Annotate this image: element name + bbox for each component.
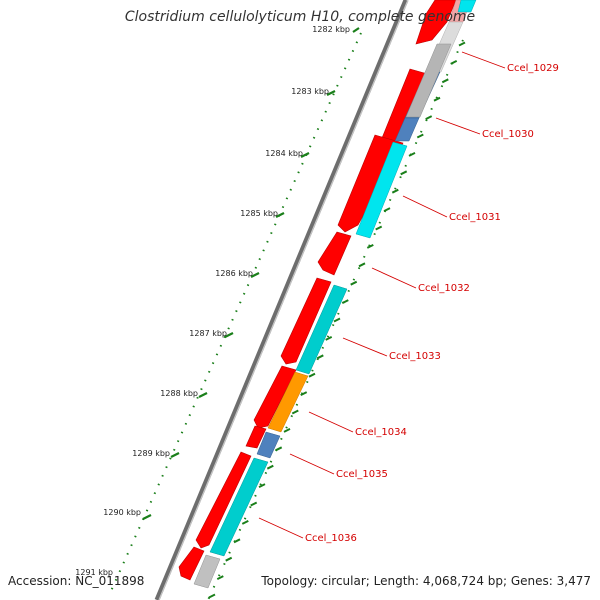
tick-label-1284: 1284 kbp <box>265 149 303 158</box>
cds-arrow-1034[interactable] <box>253 365 297 429</box>
genome-backbone-highlight <box>158 0 409 600</box>
cog-segment-1035-steelblue[interactable] <box>256 431 281 459</box>
tick-1285: 1285 kbp <box>240 209 285 218</box>
inner-tick-mark <box>208 593 216 599</box>
tick-1291: 1291 kbp <box>75 568 113 577</box>
inner-tick-mark <box>458 41 466 47</box>
tick-label-1282: 1282 kbp <box>312 25 350 34</box>
inner-tick-mark <box>275 446 283 452</box>
cds-forward-ring <box>178 0 457 581</box>
cds-arrow-1037[interactable] <box>178 546 205 581</box>
tick-label-1291: 1291 kbp <box>75 568 113 577</box>
tick-1286: 1286 kbp <box>215 269 260 278</box>
inner-tick-mark <box>441 78 449 84</box>
inner-tick-mark <box>291 409 299 415</box>
inner-tick-mark <box>350 280 358 286</box>
inner-tick-mark <box>425 115 433 120</box>
inner-tick-mark <box>358 262 366 268</box>
gene-labels: Ccel_1029 Ccel_1030 Ccel_1031 Ccel_1032 … <box>305 63 559 544</box>
inner-tick-mark <box>450 60 458 65</box>
inner-tick-mark <box>225 556 233 562</box>
tick-label-1286: 1286 kbp <box>215 269 253 278</box>
cog-segment-1030-steelblue-b[interactable] <box>394 117 420 142</box>
tick-label-1285: 1285 kbp <box>240 209 278 218</box>
tick-1283: 1283 kbp <box>291 87 336 96</box>
inner-tick-mark <box>416 133 424 139</box>
inner-tick-mark <box>383 207 391 212</box>
cds-arrow-1033[interactable] <box>280 277 332 365</box>
outer-dotted-ring <box>207 39 464 600</box>
genome-summary-text: Topology: circular; Length: 4,068,724 bp… <box>261 574 591 588</box>
inner-tick-mark <box>391 188 399 194</box>
genome-backbone <box>154 0 409 600</box>
cds-arrow-1032[interactable] <box>317 231 352 276</box>
inner-tick-mark <box>283 428 291 433</box>
gene-label-1031[interactable]: Ccel_1031 <box>449 212 501 223</box>
cog-segment-1029-cyan[interactable] <box>457 0 477 13</box>
inner-tick-mark <box>400 170 408 176</box>
gene-label-1030[interactable]: Ccel_1030 <box>482 129 534 140</box>
inner-tick-mark <box>408 152 416 157</box>
tick-label-1290: 1290 kbp <box>103 508 141 517</box>
inner-tick-mark <box>266 464 274 470</box>
cog-ring <box>193 0 477 589</box>
inner-tick-mark <box>366 244 374 249</box>
cog-segment-1033-teal[interactable] <box>295 284 348 375</box>
inner-tick-mark <box>375 225 383 231</box>
inner-tick-mark <box>250 501 258 507</box>
inner-tick-mark <box>258 483 266 488</box>
gene-label-1033[interactable]: Ccel_1033 <box>389 351 441 362</box>
inner-tick-mark <box>333 317 341 323</box>
tick-1282: 1282 kbp <box>312 25 360 34</box>
inner-tick-mark <box>316 354 324 360</box>
map-title: Clostridium cellulolyticum H10, complete… <box>124 9 476 25</box>
inner-tick-mark <box>241 520 249 525</box>
tick-1290: 1290 kbp <box>103 508 152 520</box>
inner-tick-mark <box>308 372 316 378</box>
inner-tick-mark <box>341 299 349 304</box>
gene-leader-lines <box>258 51 506 539</box>
gene-label-1029[interactable]: Ccel_1029 <box>507 63 559 74</box>
cds-arrow-1035[interactable] <box>245 425 267 449</box>
tick-1288: 1288 kbp <box>160 389 208 398</box>
inner-tick-mark <box>433 96 441 102</box>
gene-label-1034[interactable]: Ccel_1034 <box>355 427 407 438</box>
inner-tick-marks <box>208 41 466 599</box>
cog-segment-1031-cyan[interactable] <box>355 141 408 239</box>
tick-label-1287: 1287 kbp <box>189 329 227 338</box>
tick-1287: 1287 kbp <box>189 329 234 338</box>
cog-segment-1034-orange[interactable] <box>267 371 309 433</box>
inner-tick-mark <box>325 336 333 341</box>
inner-tick-mark <box>233 538 241 544</box>
cog-segment-1030-gray[interactable] <box>405 43 452 118</box>
inner-tick-mark <box>300 391 308 396</box>
tick-label-1283: 1283 kbp <box>291 87 329 96</box>
inner-tick-mark <box>216 575 224 580</box>
cds-arrow-1036[interactable] <box>195 451 252 549</box>
tick-label-1288: 1288 kbp <box>160 389 198 398</box>
accession-text: Accession: NC_011898 <box>8 574 145 588</box>
gene-label-1035[interactable]: Ccel_1035 <box>336 469 388 480</box>
tick-1284: 1284 kbp <box>265 149 310 158</box>
tick-label-1289: 1289 kbp <box>132 449 170 458</box>
gene-label-1036[interactable]: Ccel_1036 <box>305 533 357 544</box>
tick-1289: 1289 kbp <box>132 449 180 458</box>
gene-label-1032[interactable]: Ccel_1032 <box>418 283 470 294</box>
cog-segment-1036-teal[interactable] <box>209 457 269 557</box>
cds-arrow-1029[interactable] <box>415 0 457 45</box>
cog-segment-1037-gray[interactable] <box>193 554 221 589</box>
